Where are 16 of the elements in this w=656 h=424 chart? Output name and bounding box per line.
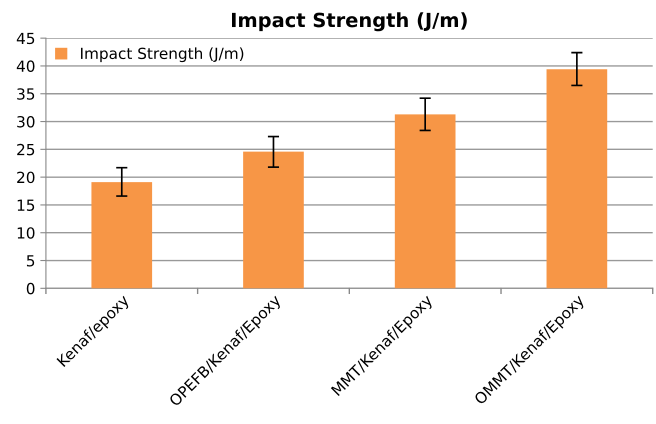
bar — [394, 114, 456, 288]
y-tick-label: 30 — [17, 116, 34, 128]
bar — [91, 182, 152, 288]
y-tick-label: 35 — [17, 88, 34, 100]
y-tick-label: 45 — [16, 32, 34, 44]
y-tick-label: 5 — [26, 255, 34, 267]
chart-title: Impact Strength (J/m) — [232, 12, 467, 32]
bar — [546, 69, 608, 288]
legend-label: Impact Strength (J/m) — [81, 47, 244, 62]
y-tick-label: 15 — [18, 200, 34, 211]
y-tick-label: 10 — [18, 227, 34, 239]
y-tick-label: 40 — [16, 60, 34, 72]
y-tick-label: 25 — [17, 144, 34, 156]
bar — [243, 152, 304, 288]
y-tick-label: 20 — [17, 172, 34, 184]
y-tick-label: 0 — [26, 282, 34, 294]
